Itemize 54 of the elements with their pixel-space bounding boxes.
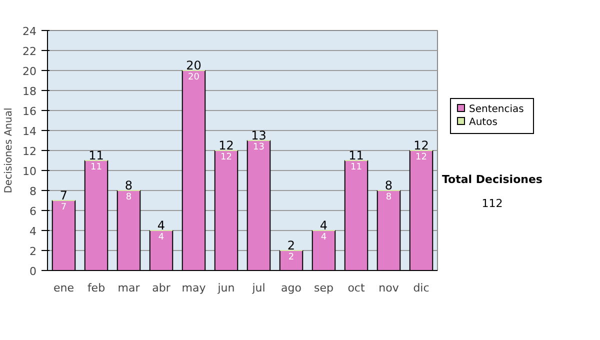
total-label: 2 xyxy=(287,238,296,252)
y-tick-label: 24 xyxy=(22,25,37,38)
data-label: 11 xyxy=(350,162,362,172)
total-label: 12 xyxy=(218,138,234,152)
total-label: 20 xyxy=(186,58,202,72)
y-tick-label: 20 xyxy=(22,65,37,78)
x-tick-label: ago xyxy=(281,282,302,294)
y-axis-title: Decisiones Anual xyxy=(4,108,15,194)
y-tick-label: 18 xyxy=(22,85,37,98)
y-tick-label: 0 xyxy=(30,265,36,278)
data-label: 20 xyxy=(188,72,200,82)
text: Total Decisiones xyxy=(442,172,542,188)
x-tick-label: may xyxy=(182,282,206,294)
x-tick-label: feb xyxy=(87,282,106,294)
data-label: 13 xyxy=(253,142,264,152)
y-tick-label: 14 xyxy=(22,125,37,138)
x-tick-label: ene xyxy=(53,282,74,294)
x-tick-label: sep xyxy=(314,282,334,294)
data-label: 12 xyxy=(220,152,232,162)
text: 112 xyxy=(480,196,504,212)
x-tick-label: oct xyxy=(348,282,366,294)
data-label: 2 xyxy=(288,252,294,262)
x-tick-label: mar xyxy=(118,282,140,294)
total-label: 11 xyxy=(88,148,104,162)
legend-label: Sentencias xyxy=(468,103,525,116)
data-label: 12 xyxy=(416,152,427,162)
y-tick-label: 2 xyxy=(30,245,36,258)
legend-label: Autos xyxy=(468,116,498,129)
total-label: 12 xyxy=(414,138,429,152)
data-label: 4 xyxy=(158,232,164,242)
x-tick-label: dic xyxy=(413,282,430,294)
y-tick-label: 4 xyxy=(30,225,36,238)
x-tick-label: abr xyxy=(152,282,171,294)
data-label: 11 xyxy=(90,162,102,172)
total-label: 13 xyxy=(251,128,266,142)
x-tick-label: nov xyxy=(378,282,400,294)
x-tick-label: jun xyxy=(216,282,235,294)
total-label: 7 xyxy=(60,188,68,202)
total-label: 8 xyxy=(384,178,393,192)
total-label: 4 xyxy=(157,218,166,232)
y-tick-label: 8 xyxy=(30,185,36,198)
total-label: 11 xyxy=(348,148,364,162)
total-label: 4 xyxy=(320,218,328,232)
y-tick-label: 22 xyxy=(22,45,37,58)
y-tick-label: 12 xyxy=(22,145,37,158)
data-label: 8 xyxy=(386,192,392,202)
y-tick-label: 10 xyxy=(22,165,37,178)
x-tick-label: jul xyxy=(251,282,266,294)
data-label: 8 xyxy=(126,192,132,202)
data-label: 4 xyxy=(320,232,327,242)
data-label: 7 xyxy=(60,202,67,212)
y-tick-label: 16 xyxy=(22,105,37,118)
total-label: 8 xyxy=(124,178,133,192)
y-tick-label: 6 xyxy=(30,205,36,218)
